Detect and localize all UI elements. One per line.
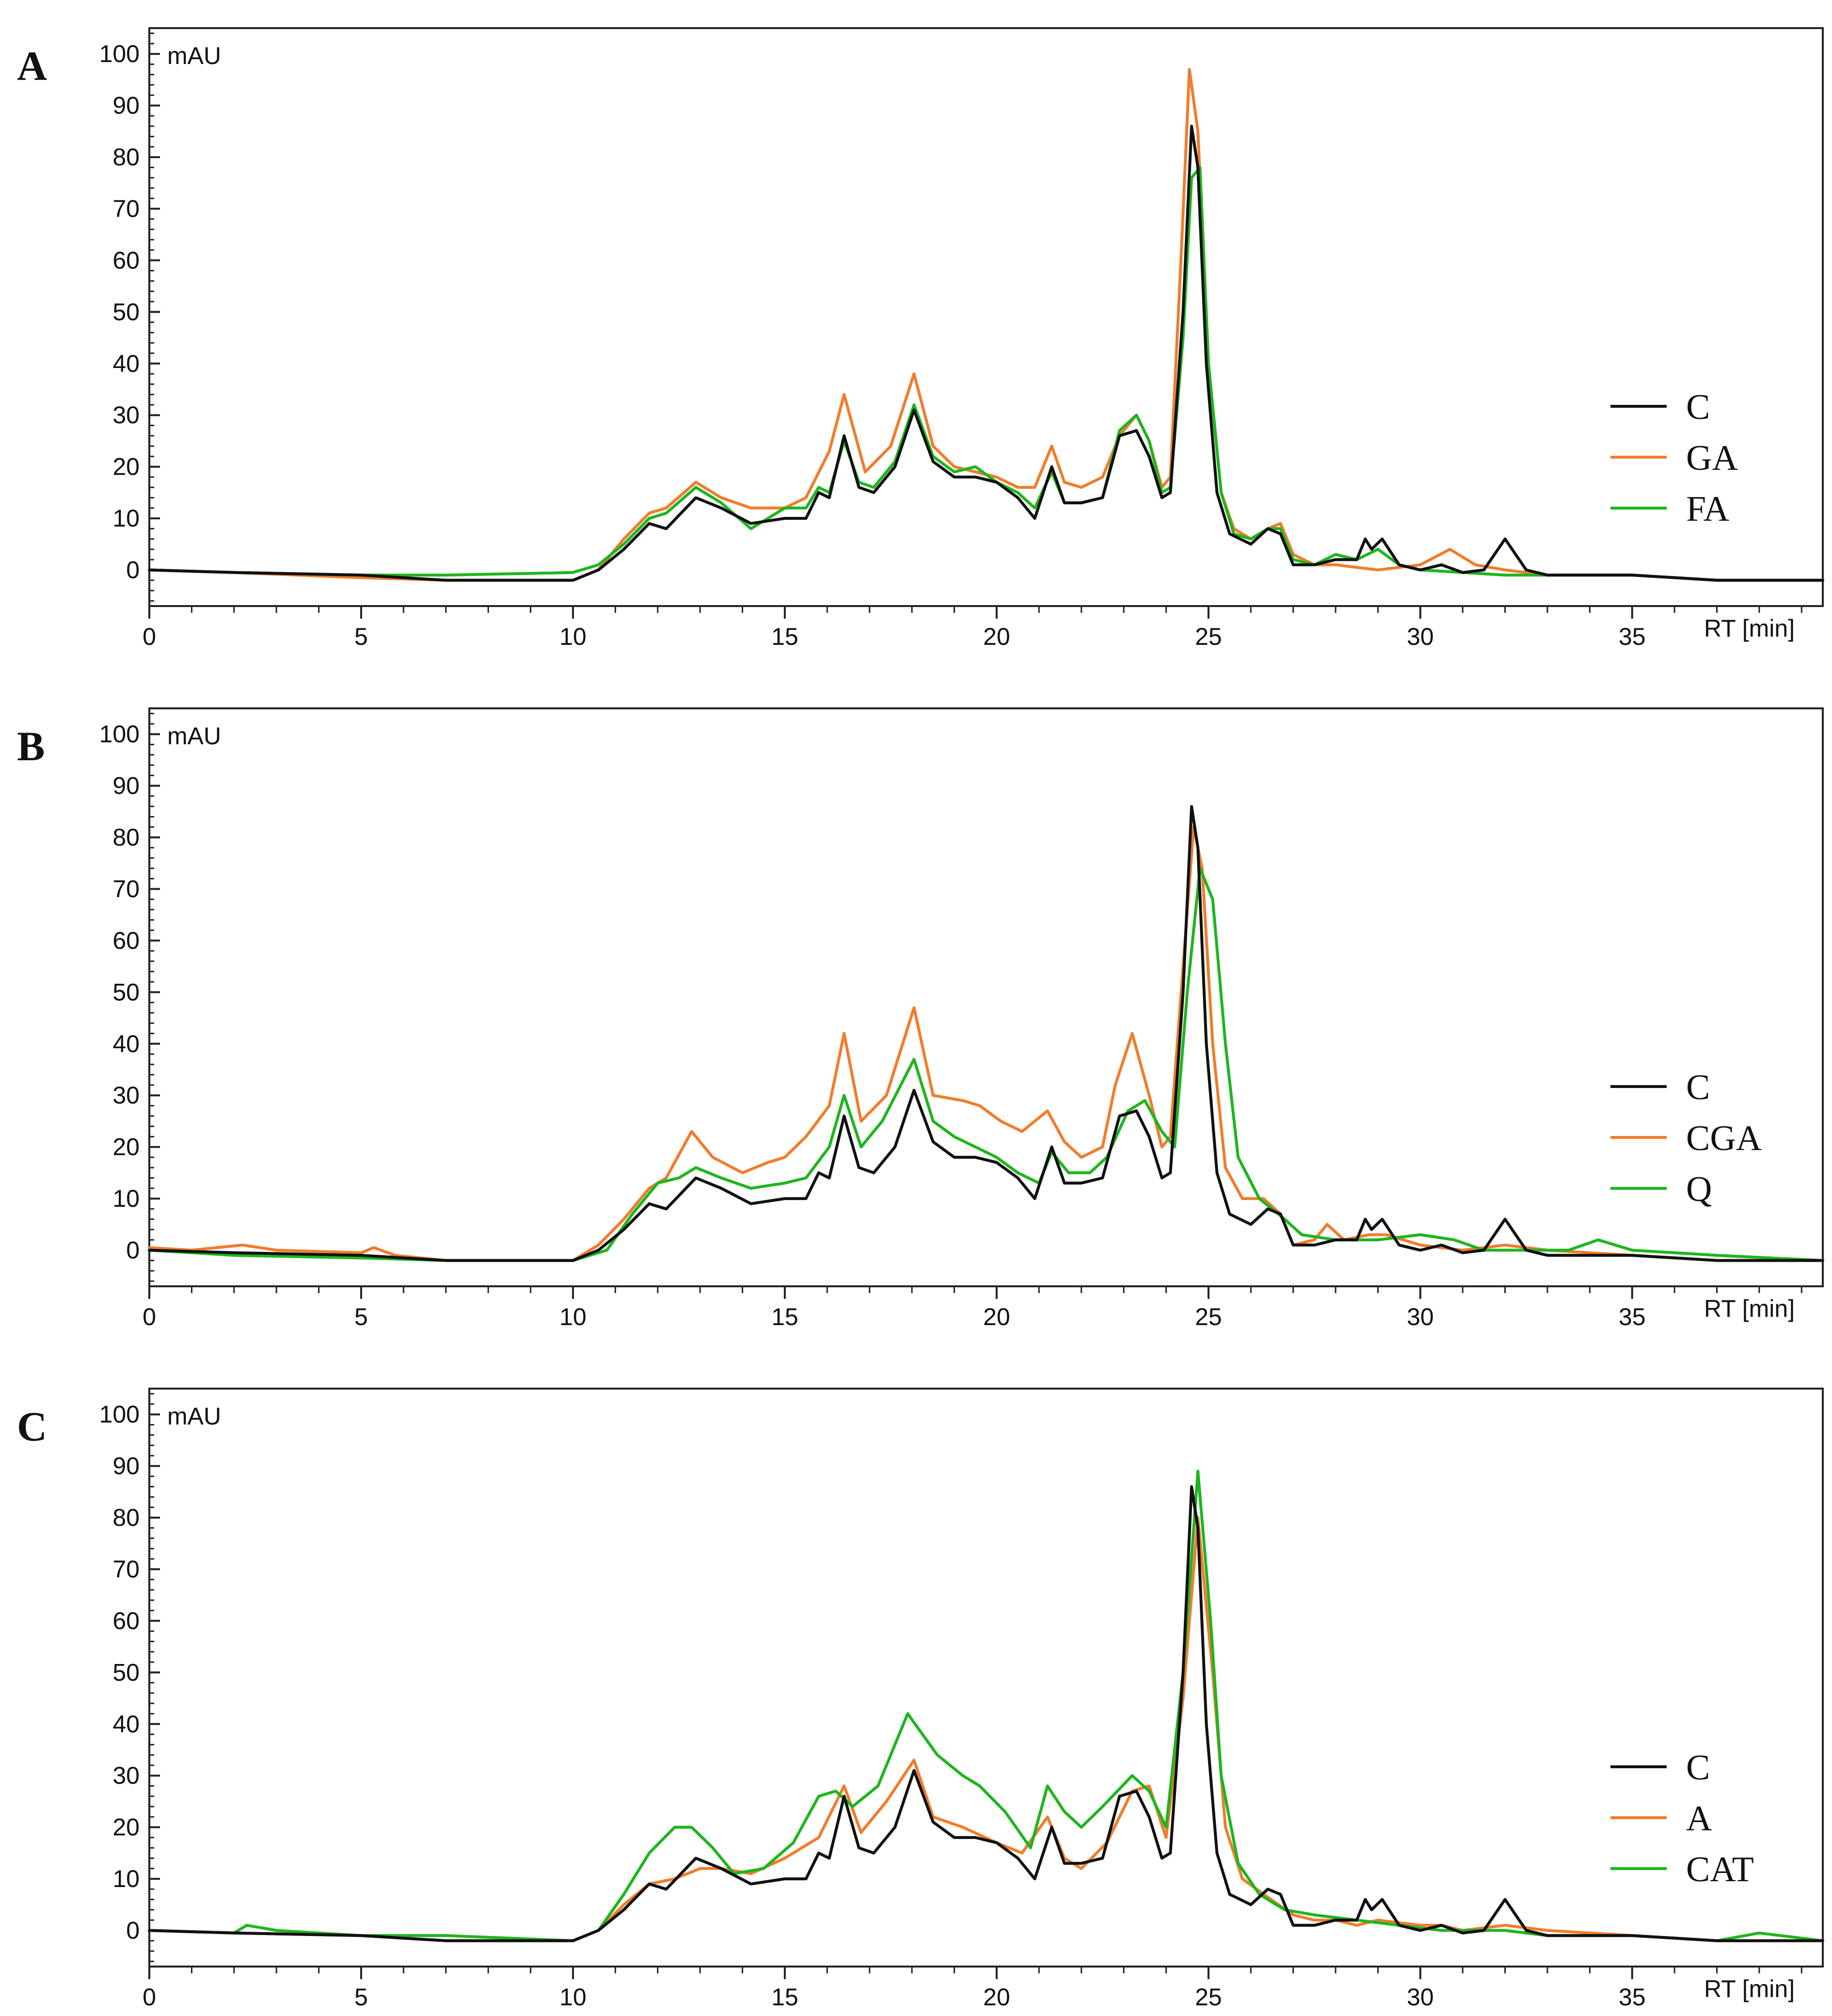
chart-panel-c: C mAU RT [min] C A CAT 0 5 10 15 20 25 30 35 0 10… [17,1388,1824,2011]
y-tick-label: 80 [112,144,140,171]
series-line-c-a [148,1516,1824,1942]
x-tick-label: 35 [1619,1303,1646,1330]
x-axis-label-c: RT [min] [1704,1975,1795,2002]
y-tick-label: 50 [112,298,140,325]
y-tick-label: 20 [112,1134,140,1161]
x-tick-label: 25 [1195,1303,1222,1330]
panel-letter-a: A [17,43,47,89]
x-tick-label: 25 [1195,623,1222,650]
x-tick-label: 35 [1619,623,1646,650]
y-tick-label: 100 [99,720,140,748]
x-tick-label: 35 [1619,1984,1646,2011]
x-tick-label: 20 [983,1984,1010,2011]
legend-c: C A CAT [1686,1748,1754,1889]
plot-frame-a [148,27,1824,607]
panel-letter-b: B [17,723,45,769]
y-unit-label-a: mAU [167,42,221,69]
y-tick-label: 80 [112,824,140,851]
y-tick-label: 0 [126,1237,140,1264]
plot-frame-c [148,1388,1824,1968]
y-tick-label: 0 [126,557,140,584]
y-tick-label: 40 [112,350,140,377]
series-line-b-q [148,866,1824,1262]
x-tick-label: 15 [771,1303,798,1330]
x-tick-label: 20 [983,1303,1010,1330]
y-tick-label: 30 [112,1762,140,1789]
y-tick-label: 20 [112,453,140,480]
y-tick-label: 70 [112,1556,140,1583]
y-tick-label: 70 [112,195,140,223]
y-tick-label: 80 [112,1504,140,1531]
y-unit-label-c: mAU [167,1403,221,1430]
series-line-a-fa [148,166,1824,582]
y-tick-label: 70 [112,876,140,903]
panel-letter-c: C [17,1403,47,1450]
y-tick-label: 100 [99,1401,140,1428]
x-tick-label: 15 [771,1984,798,2011]
series-line-b-cga [148,825,1824,1262]
series-line-c-c [148,1485,1824,1942]
legend-label-b-q: Q [1686,1169,1712,1209]
x-tick-label: 0 [143,1303,156,1330]
x-tick-label: 30 [1407,623,1434,650]
y-tick-label: 90 [112,772,140,800]
y-tick-label: 10 [112,1185,140,1212]
x-tick-label: 20 [983,623,1010,650]
legend-label-a-ga: GA [1686,438,1738,478]
y-tick-label: 90 [112,1453,140,1480]
x-tick-label: 15 [771,623,798,650]
y-tick-label: 60 [112,927,140,954]
legend-b: C CGA Q [1686,1068,1762,1209]
y-tick-label: 0 [126,1917,140,1944]
legend-label-a-c: C [1686,387,1710,427]
x-tick-label: 10 [559,1984,587,2011]
x-tick-label: 0 [143,1984,156,2011]
y-tick-label: 60 [112,1607,140,1634]
y-tick-label: 50 [112,978,140,1006]
x-axis-label-b: RT [min] [1704,1295,1795,1322]
legend-label-c-c: C [1686,1748,1710,1788]
x-axis-label-a: RT [min] [1704,615,1795,642]
y-tick-label: 30 [112,1082,140,1109]
legend-label-a-fa: FA [1686,489,1729,529]
x-tick-label: 25 [1195,1984,1222,2011]
x-tick-label: 10 [559,1303,587,1330]
series-line-b-c [148,805,1824,1262]
x-tick-label: 5 [354,1303,368,1330]
x-tick-label: 5 [354,623,368,650]
legend-label-c-cat: CAT [1686,1850,1754,1889]
legend-label-b-c: C [1686,1068,1710,1107]
y-tick-label: 10 [112,505,140,532]
x-tick-label: 10 [559,623,587,650]
chart-panel-b: B mAU RT [min] C CGA Q 0 5 10 15 20 25 30 35 0 10… [17,707,1824,1330]
x-tick-label: 30 [1407,1984,1434,2011]
y-tick-label: 100 [99,40,140,67]
legend-label-b-cga: CGA [1686,1119,1762,1158]
y-tick-label: 60 [112,247,140,274]
legend-label-c-a: A [1686,1799,1712,1839]
series-line-c-cat [148,1470,1824,1942]
y-tick-label: 20 [112,1814,140,1841]
y-tick-label: 40 [112,1030,140,1057]
chart-panel-a: A mAU RT [min] C GA FA 0 5 10 15 20 25 30 35 0 10… [17,27,1824,650]
plot-frame-b [148,707,1824,1287]
y-tick-label: 50 [112,1659,140,1686]
x-tick-label: 5 [354,1984,368,2011]
series-line-a-ga [148,68,1824,582]
series-line-a-c [148,125,1824,582]
y-tick-label: 10 [112,1865,140,1892]
x-tick-label: 0 [143,623,156,650]
x-tick-label: 30 [1407,1303,1434,1330]
y-unit-label-b: mAU [167,722,221,750]
legend-a: C GA FA [1686,387,1738,529]
y-tick-label: 90 [112,92,140,119]
y-tick-label: 40 [112,1711,140,1738]
y-tick-label: 30 [112,401,140,429]
